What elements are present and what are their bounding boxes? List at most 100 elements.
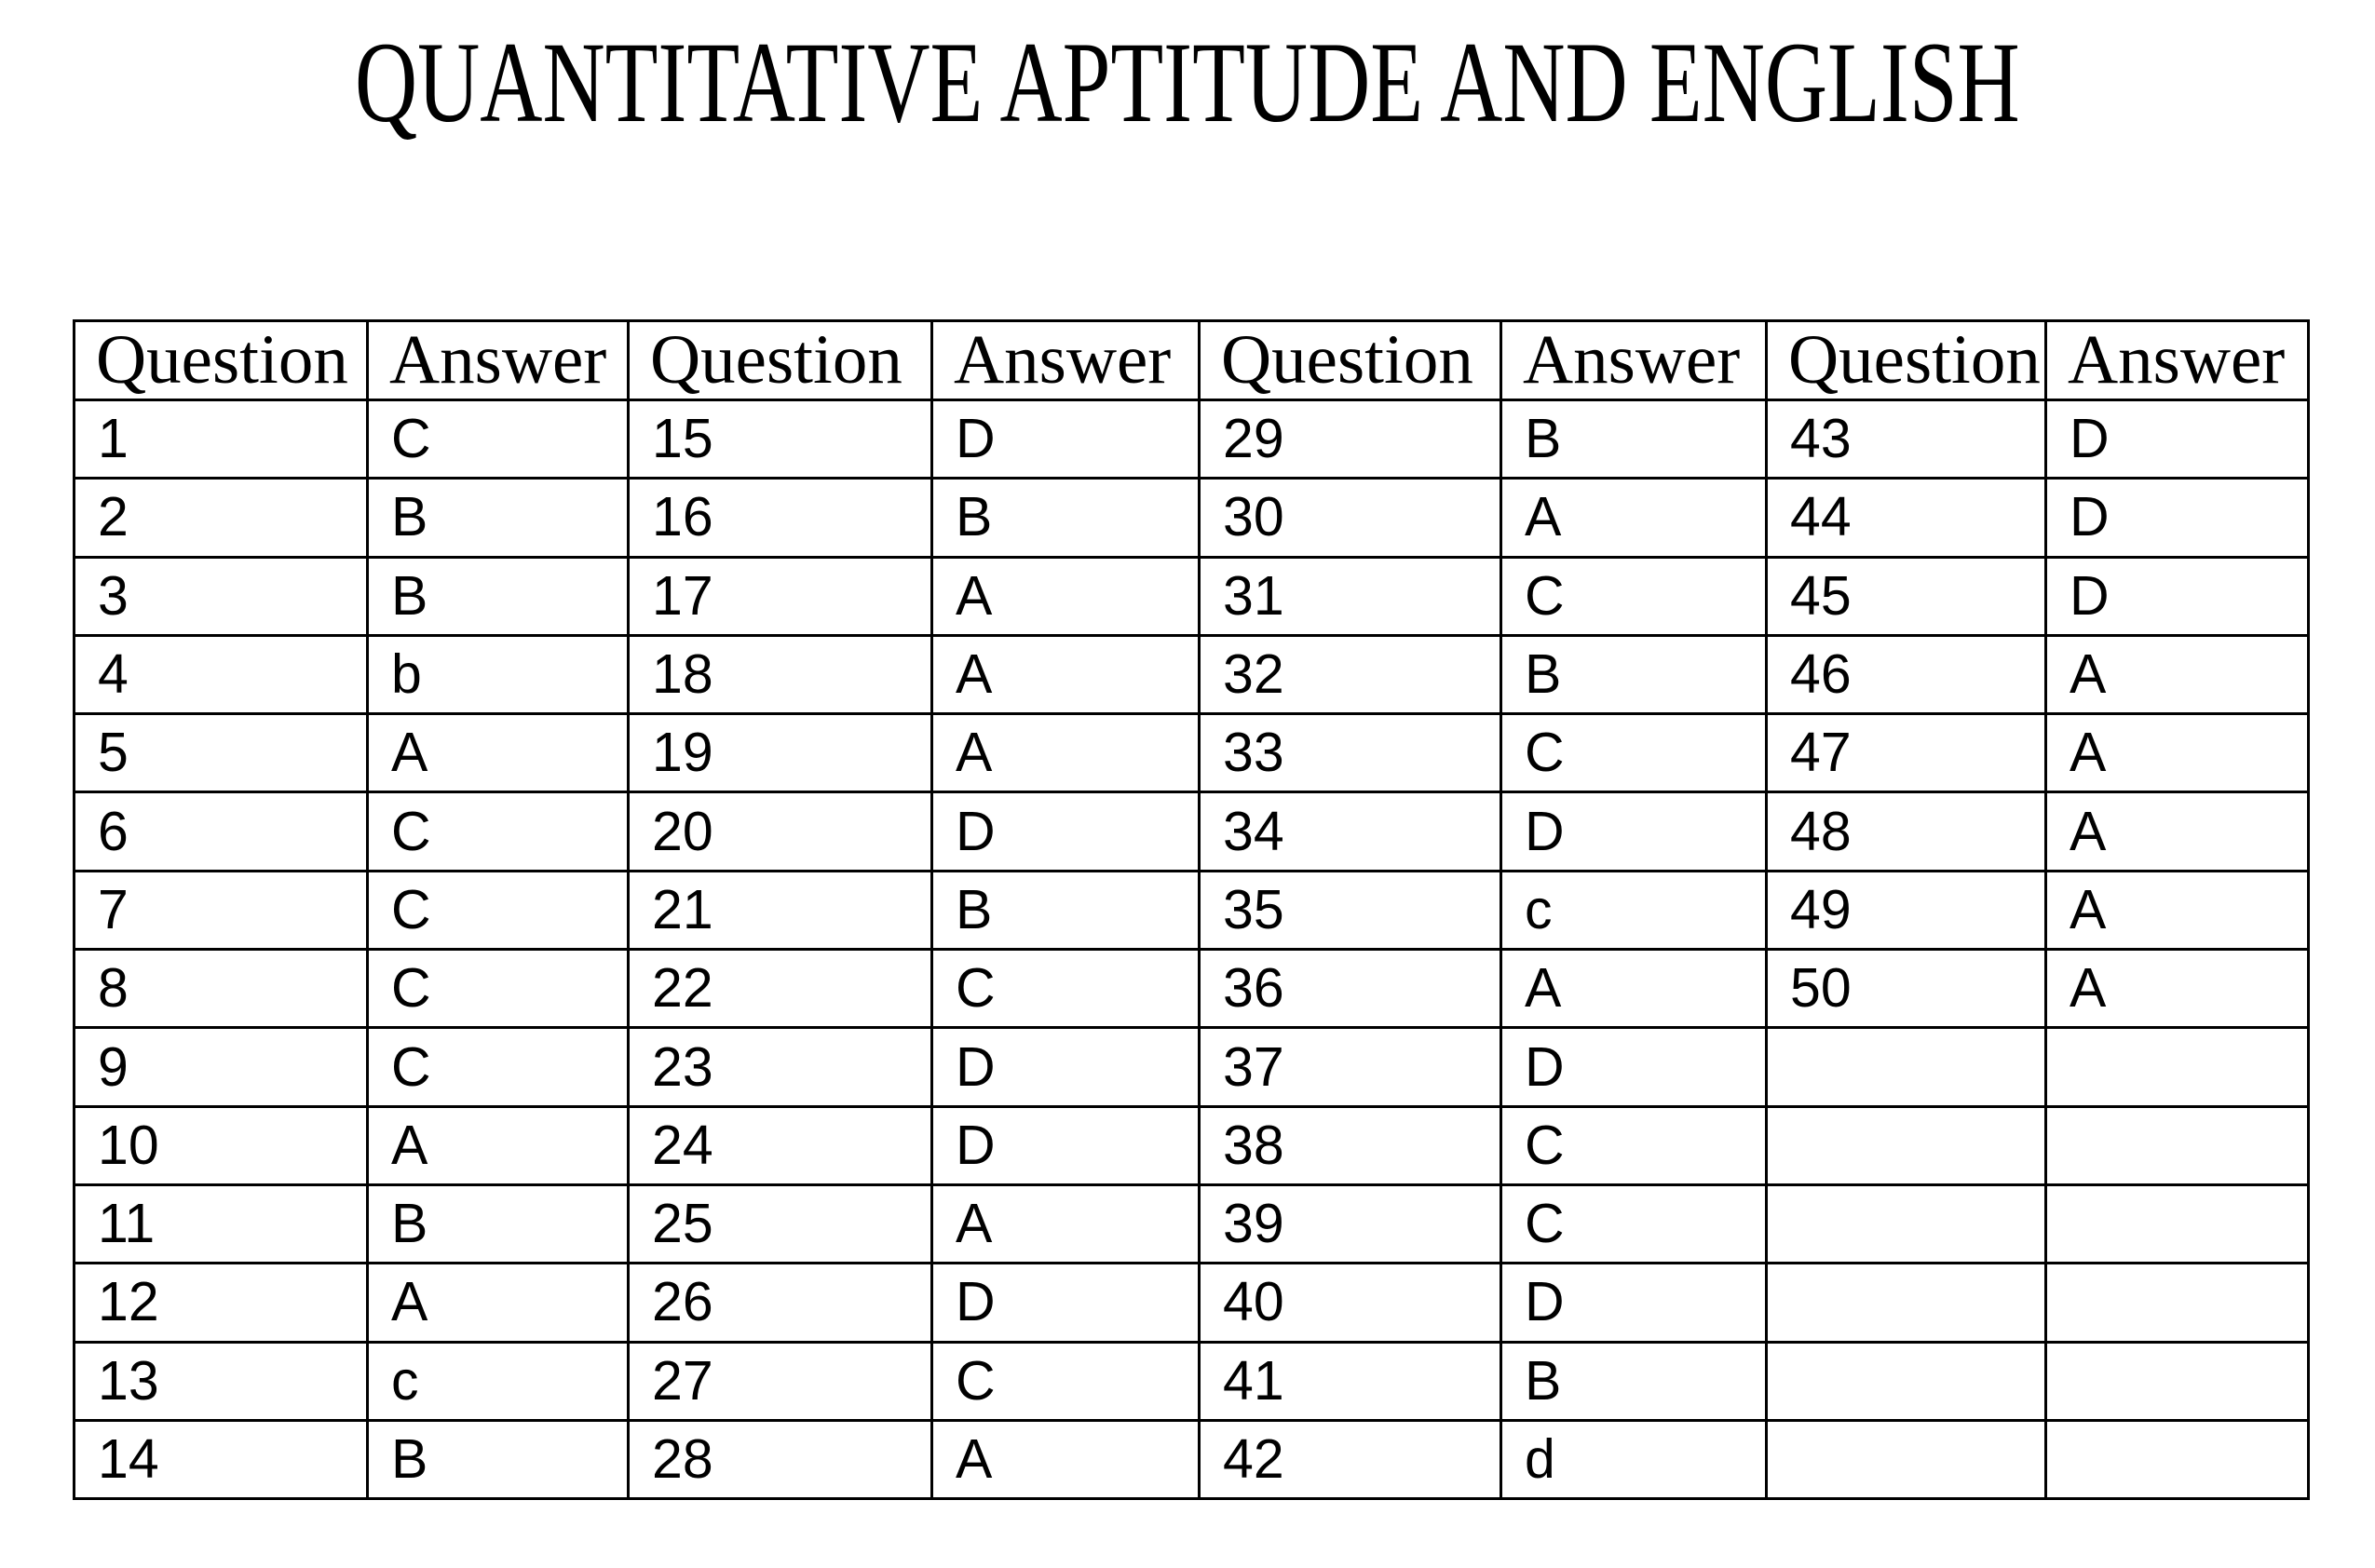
page-title: QUANTITATIVE APTITUDE AND ENGLISH	[0, 25, 2375, 141]
answer-cell: C	[930, 948, 1201, 1030]
answer-cell: A	[930, 712, 1201, 794]
question-number-cell: 28	[627, 1418, 933, 1501]
question-number-cell: 30	[1198, 477, 1502, 559]
question-number-cell: 32	[1198, 633, 1502, 716]
answer-cell: D	[930, 1026, 1201, 1108]
question-number-cell: 45	[1765, 555, 2047, 637]
answer-cell: C	[366, 869, 630, 952]
question-number-cell: 35	[1198, 869, 1502, 952]
question-number-cell: 11	[73, 1183, 369, 1265]
question-number-cell: 4	[73, 633, 369, 716]
table-row: 5 A 19 A 33 C 47 A	[73, 712, 2310, 794]
answer-cell	[2044, 1418, 2310, 1501]
question-number-cell: 41	[1198, 1340, 1502, 1422]
answer-cell: D	[1500, 791, 1768, 872]
answer-cell: D	[930, 1262, 1201, 1344]
question-number-cell: 39	[1198, 1183, 1502, 1265]
answer-cell	[2044, 1262, 2310, 1344]
table-row: 7 C 21 B 35 c 49 A	[73, 869, 2310, 952]
table-row: 10 A 24 D 38 C	[73, 1104, 2310, 1186]
answer-cell: C	[366, 1026, 630, 1108]
answer-cell: A	[2044, 633, 2310, 716]
table-row: 14 B 28 A 42 d	[73, 1418, 2310, 1501]
answer-column-header: Answer	[2044, 319, 2310, 401]
table-header-row: Question Answer Question Answer Question Answ…	[73, 319, 2310, 401]
question-number-cell: 13	[73, 1340, 369, 1422]
answer-cell: d	[1500, 1418, 1768, 1501]
answer-cell: A	[1500, 948, 1768, 1030]
question-number-cell: 31	[1198, 555, 1502, 637]
answer-cell	[2044, 1104, 2310, 1186]
answer-cell	[2044, 1026, 2310, 1108]
answer-cell: B	[366, 477, 630, 559]
table-row: 11 B 25 A 39 C	[73, 1183, 2310, 1265]
question-number-cell: 1	[73, 398, 369, 480]
answer-column-header: Answer	[366, 319, 630, 401]
answer-cell: A	[366, 1104, 630, 1186]
question-number-cell: 3	[73, 555, 369, 637]
question-number-cell: 19	[627, 712, 933, 794]
answer-cell: B	[930, 869, 1201, 952]
answer-cell: C	[1500, 1183, 1768, 1265]
question-number-cell: 5	[73, 712, 369, 794]
answer-cell: B	[366, 1183, 630, 1265]
question-number-cell: 42	[1198, 1418, 1502, 1501]
table-row: 12 A 26 D 40 D	[73, 1262, 2310, 1344]
answer-key-table: Question Answer Question Answer Question Answ…	[73, 319, 2310, 1501]
answer-cell: D	[930, 1104, 1201, 1186]
answer-cell: A	[930, 633, 1201, 716]
answer-cell: B	[366, 1418, 630, 1501]
answer-cell: C	[366, 791, 630, 872]
answer-cell: D	[2044, 398, 2310, 480]
question-number-cell	[1765, 1104, 2047, 1186]
question-number-cell	[1765, 1262, 2047, 1344]
answer-cell: A	[2044, 712, 2310, 794]
question-number-cell: 6	[73, 791, 369, 872]
answer-cell: c	[1500, 869, 1768, 952]
answer-cell: D	[2044, 477, 2310, 559]
answer-cell: C	[1500, 555, 1768, 637]
question-number-cell	[1765, 1183, 2047, 1265]
answer-cell: D	[2044, 555, 2310, 637]
question-column-header: Question	[73, 319, 369, 401]
answer-cell: D	[930, 791, 1201, 872]
answer-cell: C	[366, 948, 630, 1030]
answer-cell: b	[366, 633, 630, 716]
question-number-cell: 43	[1765, 398, 2047, 480]
question-number-cell: 22	[627, 948, 933, 1030]
question-column-header: Question	[1765, 319, 2047, 401]
answer-cell: B	[1500, 398, 1768, 480]
answer-cell: A	[2044, 791, 2310, 872]
answer-cell: A	[366, 712, 630, 794]
table-row: 1 C 15 D 29 B 43 D	[73, 398, 2310, 480]
table-row: 9 C 23 D 37 D	[73, 1026, 2310, 1108]
answer-cell: A	[930, 1183, 1201, 1265]
question-number-cell: 7	[73, 869, 369, 952]
answer-column-header: Answer	[930, 319, 1201, 401]
question-number-cell	[1765, 1340, 2047, 1422]
question-number-cell: 44	[1765, 477, 2047, 559]
question-number-cell: 14	[73, 1418, 369, 1501]
answer-cell: A	[2044, 869, 2310, 952]
answer-cell: c	[366, 1340, 630, 1422]
answer-column-header: Answer	[1500, 319, 1768, 401]
answer-cell: A	[930, 555, 1201, 637]
answer-cell: D	[1500, 1026, 1768, 1108]
question-number-cell: 50	[1765, 948, 2047, 1030]
question-number-cell: 8	[73, 948, 369, 1030]
answer-cell: C	[1500, 712, 1768, 794]
question-number-cell: 34	[1198, 791, 1502, 872]
question-number-cell: 37	[1198, 1026, 1502, 1108]
answer-cell: B	[1500, 633, 1768, 716]
question-number-cell: 16	[627, 477, 933, 559]
question-number-cell: 18	[627, 633, 933, 716]
question-number-cell: 48	[1765, 791, 2047, 872]
question-number-cell: 24	[627, 1104, 933, 1186]
question-number-cell: 10	[73, 1104, 369, 1186]
question-number-cell: 17	[627, 555, 933, 637]
question-number-cell: 36	[1198, 948, 1502, 1030]
table-row: 2 B 16 B 30 A 44 D	[73, 477, 2310, 559]
question-column-header: Question	[627, 319, 933, 401]
question-number-cell: 9	[73, 1026, 369, 1108]
answer-cell: A	[930, 1418, 1201, 1501]
